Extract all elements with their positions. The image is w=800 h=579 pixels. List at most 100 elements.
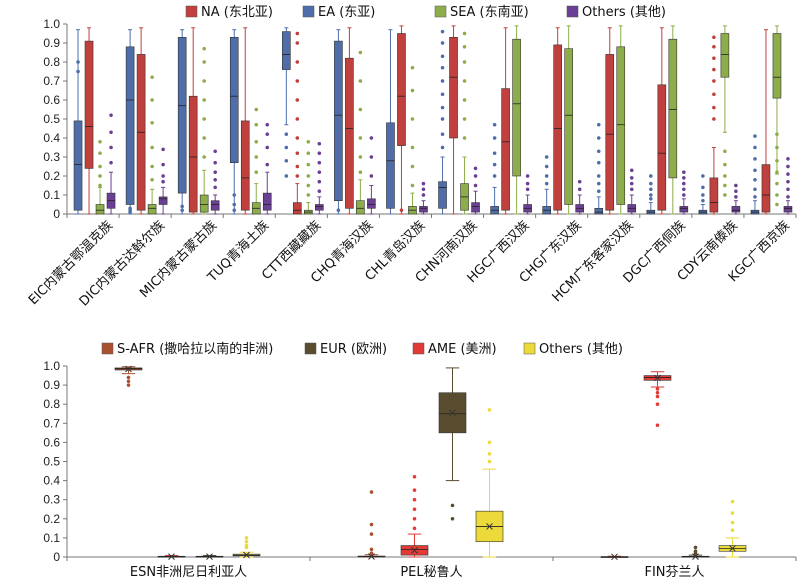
outlier-point — [317, 179, 322, 184]
y-tick-label: 0.1 — [43, 531, 60, 545]
outlier-point — [734, 189, 738, 194]
outlier-point — [284, 174, 289, 178]
box-body — [761, 164, 771, 213]
box-body — [449, 36, 458, 139]
box-others — [471, 166, 480, 215]
outlier-point — [295, 79, 300, 83]
legend-label: EUR (欧洲) — [320, 342, 387, 357]
outlier-point — [202, 117, 207, 121]
outlier-point — [126, 375, 131, 380]
legend-swatch — [302, 5, 315, 18]
box-body — [720, 33, 730, 78]
outlier-point — [306, 139, 311, 144]
box-ea — [750, 134, 760, 215]
outlier-point — [462, 117, 467, 121]
outlier-point — [440, 54, 445, 59]
outlier-point — [730, 528, 735, 533]
outlier-point — [753, 145, 757, 150]
y-tick-label: 0.5 — [43, 455, 60, 469]
legend-swatch — [304, 342, 317, 355]
box-others — [718, 499, 747, 558]
outlier-point — [723, 183, 727, 188]
outlier-point — [317, 141, 322, 146]
box-na — [136, 27, 146, 215]
y-tick-label: 1.0 — [43, 359, 60, 373]
box-others — [627, 168, 637, 215]
outlier-point — [462, 98, 467, 102]
outlier-point — [410, 145, 415, 150]
outlier-point — [525, 181, 530, 186]
outlier-point — [317, 160, 322, 165]
outlier-point — [265, 132, 270, 137]
outlier-point — [775, 193, 779, 197]
box-body — [397, 33, 406, 146]
outlier-point — [712, 44, 716, 49]
mean-marker — [125, 365, 132, 373]
outlier-point — [723, 174, 727, 178]
mean-marker — [411, 546, 418, 554]
legend-label: SEA (东南亚) — [450, 4, 529, 20]
box-ea — [698, 174, 708, 215]
outlier-point — [98, 151, 102, 156]
outlier-point — [295, 98, 300, 102]
box-ame — [157, 553, 186, 560]
outlier-point — [786, 157, 790, 161]
outlier-point — [180, 204, 185, 209]
y-tick-label: 0.2 — [43, 169, 60, 183]
box-body — [512, 38, 521, 177]
outlier-point — [701, 198, 705, 203]
outlier-point — [440, 29, 445, 34]
outlier-point — [254, 107, 259, 112]
outlier-point — [369, 490, 374, 494]
outlier-point — [295, 60, 300, 64]
outlier-point — [753, 157, 757, 161]
outlier-point — [150, 75, 154, 80]
outlier-point — [462, 60, 467, 64]
outlier-point — [109, 130, 113, 135]
outlier-point — [440, 105, 445, 110]
outlier-point — [655, 423, 660, 428]
box-body — [616, 46, 626, 205]
box-ea — [438, 29, 447, 215]
outlier-point — [295, 117, 300, 121]
outlier-point — [202, 46, 207, 51]
box-body — [679, 206, 689, 213]
legend-label: Others (其他) — [582, 5, 666, 20]
outlier-point — [544, 174, 549, 178]
outlier-point — [786, 195, 790, 199]
outlier-point — [412, 507, 417, 512]
outlier-point — [655, 402, 660, 407]
outlier-point — [421, 193, 426, 197]
box-body — [709, 177, 719, 213]
outlier-point — [336, 208, 341, 213]
outlier-point — [150, 98, 154, 102]
box-body — [356, 200, 365, 215]
outlier-point — [254, 122, 259, 127]
outlier-point — [358, 170, 363, 175]
y-tick-label: 0.7 — [43, 74, 60, 88]
outlier-point — [440, 65, 445, 70]
box-others — [315, 141, 324, 215]
outlier-point — [244, 543, 249, 548]
outlier-point — [128, 206, 132, 211]
outlier-point — [244, 536, 249, 540]
outlier-point — [753, 134, 757, 138]
box-sea — [147, 75, 157, 215]
outlier-point — [440, 92, 445, 97]
outlier-point — [701, 193, 705, 197]
outlier-point — [421, 181, 426, 186]
box-na — [553, 27, 562, 215]
box-safr — [600, 553, 629, 561]
y-tick-label: 0.9 — [43, 36, 60, 50]
outlier-point — [629, 176, 634, 180]
outlier-point — [701, 185, 705, 190]
box-ea — [229, 29, 239, 215]
outlier-point — [492, 122, 497, 127]
box-na — [501, 27, 510, 215]
outlier-point — [161, 162, 165, 167]
y-tick-label: 0.8 — [43, 397, 60, 411]
y-tick-label: 1.0 — [43, 17, 60, 31]
y-tick-label: 0.3 — [43, 493, 60, 507]
outlier-point — [412, 488, 417, 492]
outlier-point — [161, 147, 165, 152]
